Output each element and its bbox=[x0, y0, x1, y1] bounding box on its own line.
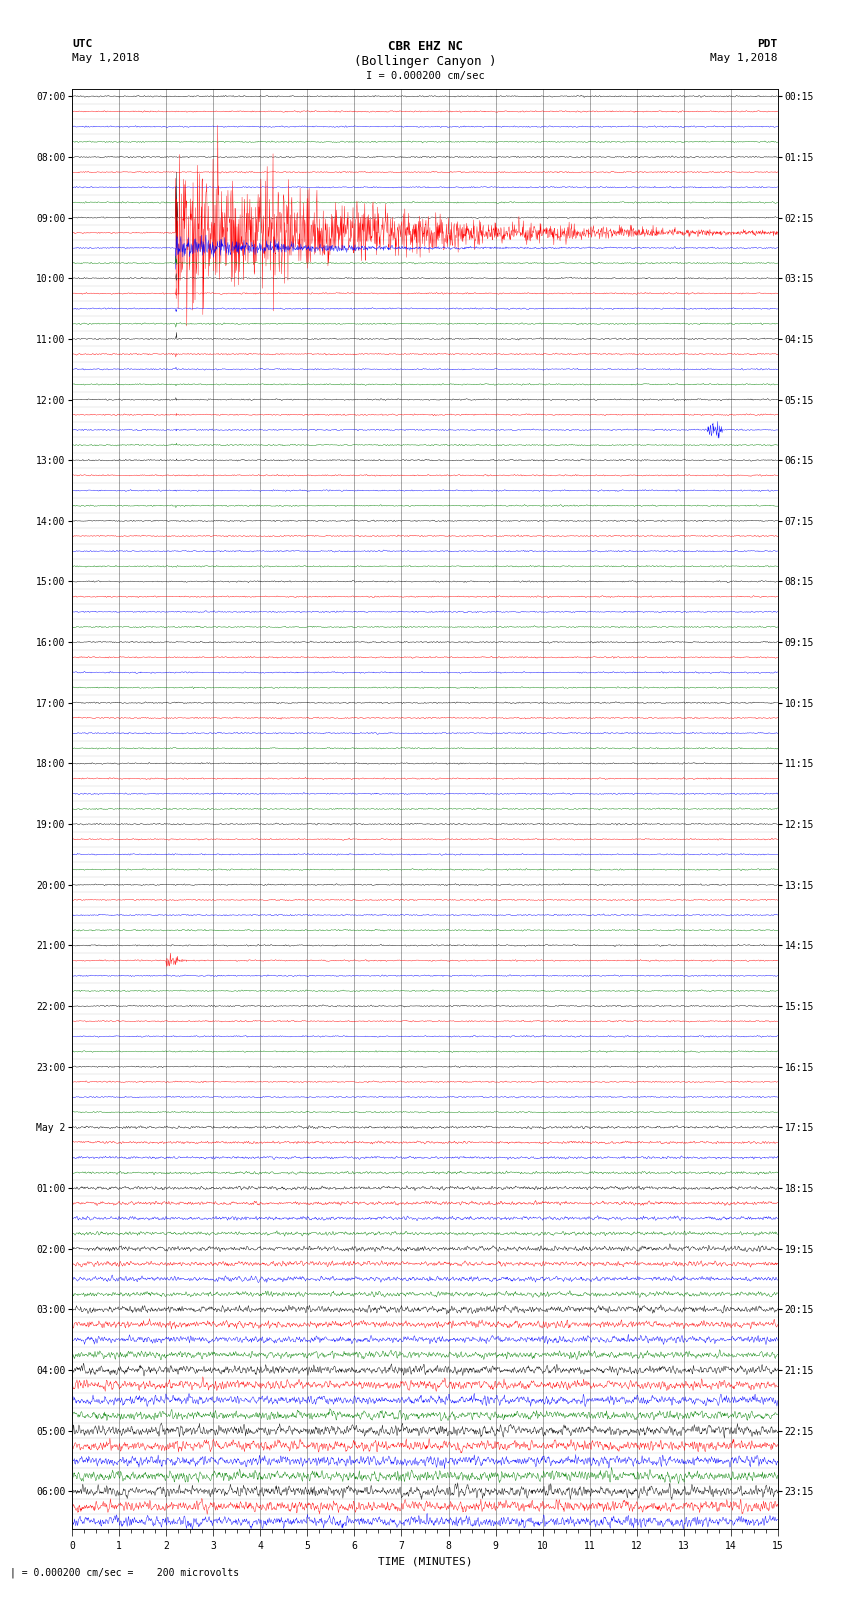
Text: May 1,2018: May 1,2018 bbox=[72, 53, 139, 63]
Text: UTC: UTC bbox=[72, 39, 93, 48]
X-axis label: TIME (MINUTES): TIME (MINUTES) bbox=[377, 1557, 473, 1566]
Text: CBR EHZ NC: CBR EHZ NC bbox=[388, 40, 462, 53]
Text: PDT: PDT bbox=[757, 39, 778, 48]
Text: I = 0.000200 cm/sec: I = 0.000200 cm/sec bbox=[366, 71, 484, 81]
Text: May 1,2018: May 1,2018 bbox=[711, 53, 778, 63]
Text: (Bollinger Canyon ): (Bollinger Canyon ) bbox=[354, 55, 496, 68]
Text: | = 0.000200 cm/sec =    200 microvolts: | = 0.000200 cm/sec = 200 microvolts bbox=[10, 1566, 240, 1578]
